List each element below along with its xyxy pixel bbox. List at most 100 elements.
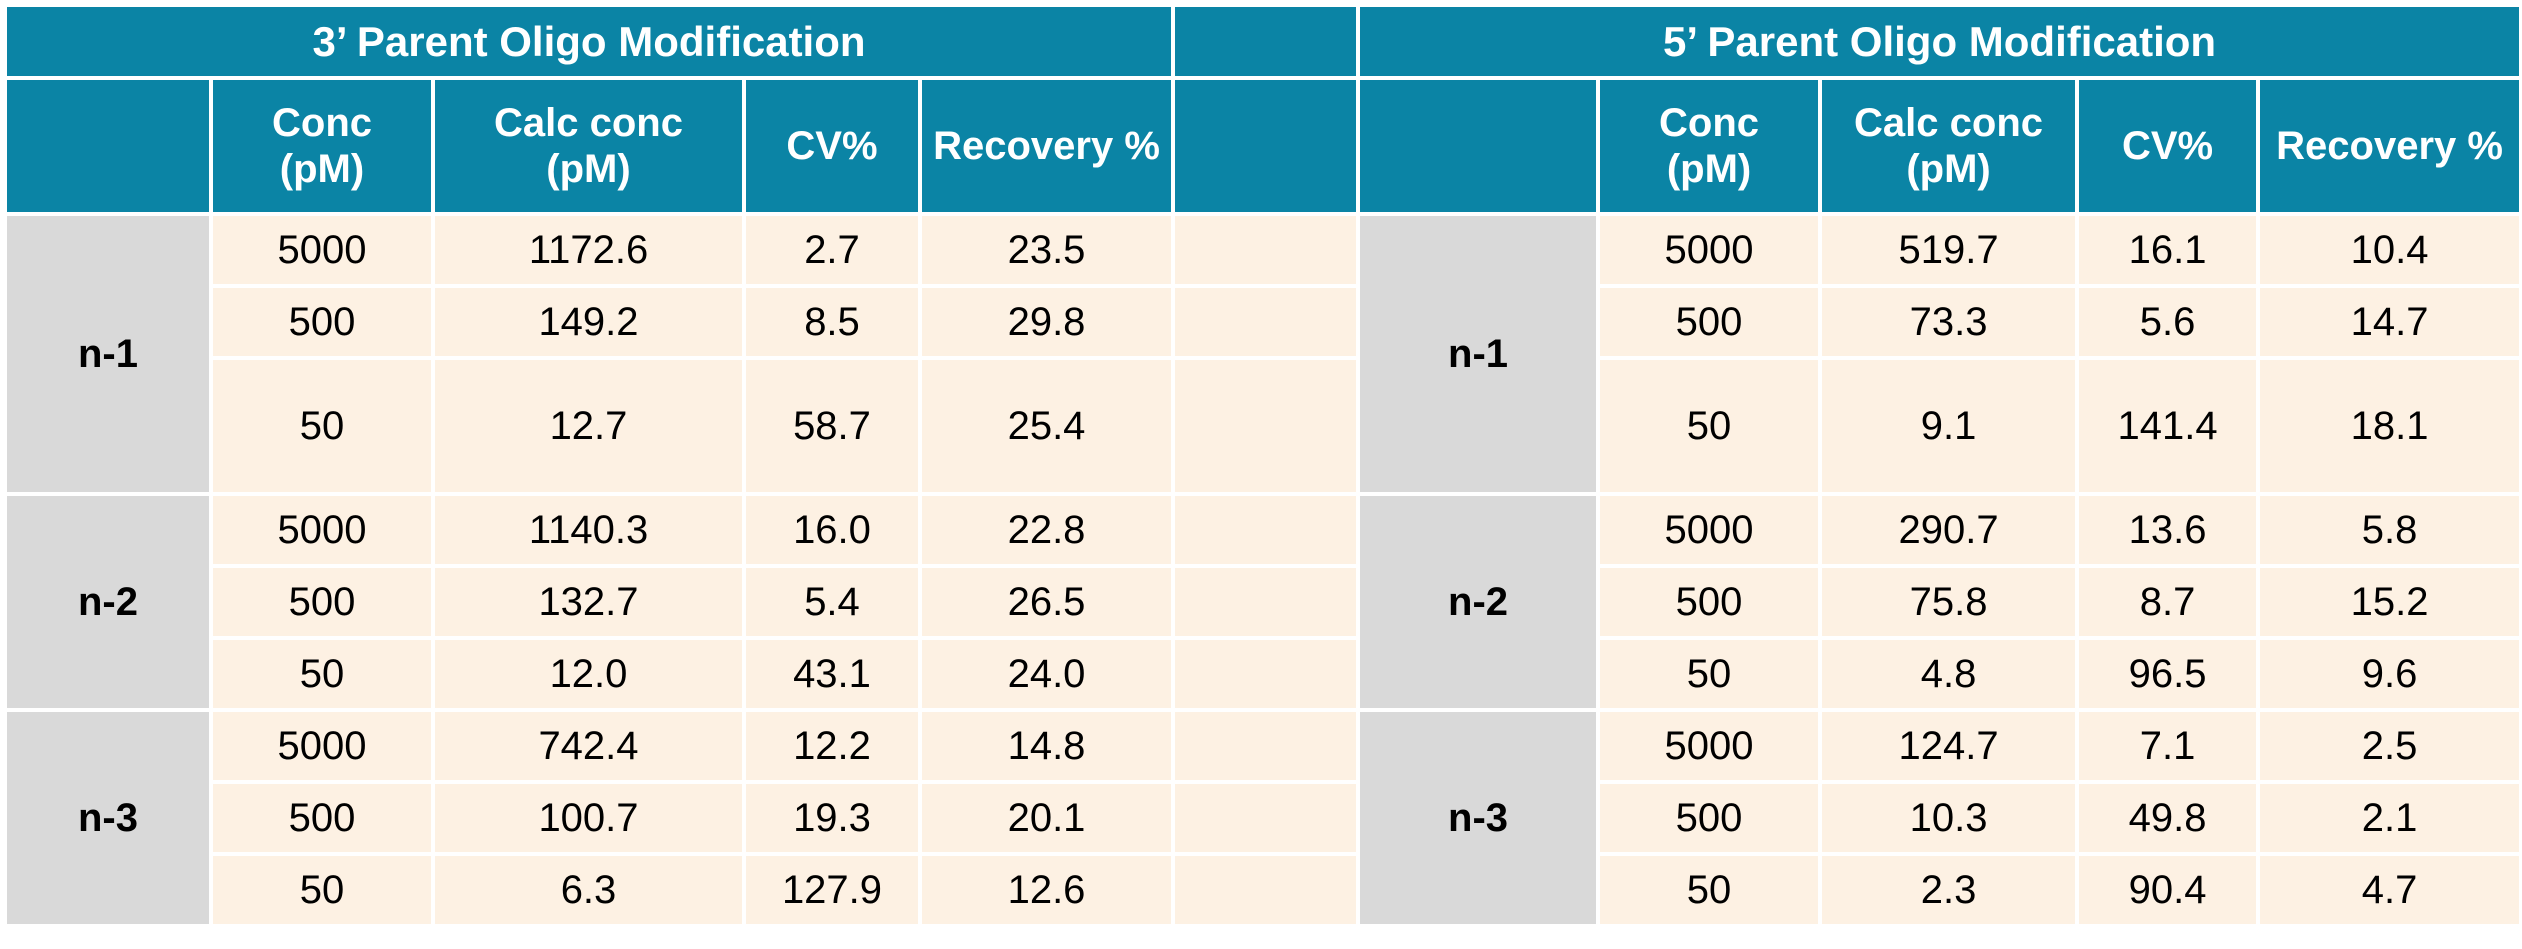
left-cv-cell: 16.0 — [742, 492, 922, 568]
right-conc-cell: 50 — [1596, 636, 1823, 712]
left-calc-conc-cell: 1140.3 — [431, 492, 746, 568]
table-row: 50 12.7 58.7 25.4 50 9.1 141.4 18.1 — [5, 356, 2522, 496]
right-conc-cell: 500 — [1596, 780, 1823, 856]
left-conc-cell: 500 — [209, 284, 435, 360]
gap-header — [1171, 3, 1361, 80]
right-conc-cell: 50 — [1596, 356, 1823, 496]
left-conc-cell: 5000 — [209, 212, 435, 288]
right-cv-cell: 8.7 — [2075, 564, 2261, 640]
left-group-label: n-3 — [3, 708, 213, 928]
table-row: 500 132.7 5.4 26.5 500 75.8 8.7 15.2 — [5, 564, 2522, 640]
right-cv-cell: 5.6 — [2075, 284, 2261, 360]
table-row: n-1 5000 1172.6 2.7 23.5 n-1 5000 519.7 16.1 10.4 — [3, 212, 2522, 496]
left-recovery-cell: 24.0 — [917, 636, 1176, 712]
right-recovery-cell: 9.6 — [2256, 636, 2522, 712]
right-recovery-cell: 2.1 — [2256, 780, 2522, 856]
right-calc-conc-cell: 519.7 — [1818, 212, 2080, 288]
left-recovery-cell: 22.8 — [917, 492, 1176, 568]
left-recovery-header: Recovery % — [917, 76, 1176, 216]
left-cv-cell: 12.2 — [742, 708, 922, 784]
left-cv-cell: 43.1 — [742, 636, 922, 712]
right-conc-cell: 5000 — [1596, 708, 1823, 784]
left-conc-cell: 50 — [209, 356, 435, 496]
gap-cell — [1171, 284, 1361, 360]
right-recovery-cell: 10.4 — [2256, 212, 2522, 288]
left-recovery-cell: 26.5 — [917, 564, 1176, 640]
gap-cell — [1171, 852, 1361, 928]
right-calc-conc-header: Calc conc (pM) — [1818, 76, 2080, 216]
left-conc-cell: 500 — [209, 780, 435, 856]
left-conc-cell: 50 — [209, 636, 435, 712]
right-conc-cell: 5000 — [1596, 212, 1823, 288]
right-cv-cell: 49.8 — [2075, 780, 2261, 856]
right-group-label: n-3 — [1356, 708, 1601, 928]
left-group-label: n-1 — [3, 212, 213, 496]
right-group-label: n-2 — [1356, 492, 1601, 712]
left-cv-cell: 8.5 — [742, 284, 922, 360]
left-calc-conc-cell: 12.7 — [431, 356, 746, 496]
table-row: 50 6.3 127.9 12.6 50 2.3 90.4 4.7 — [5, 852, 2522, 928]
right-calc-conc-cell: 2.3 — [1818, 852, 2080, 928]
left-recovery-cell: 23.5 — [917, 212, 1176, 288]
left-calc-conc-cell: 100.7 — [431, 780, 746, 856]
left-label-header — [3, 76, 213, 216]
right-cv-cell: 141.4 — [2075, 356, 2261, 496]
left-cv-cell: 5.4 — [742, 564, 922, 640]
left-calc-conc-cell: 6.3 — [431, 852, 746, 928]
right-calc-conc-cell: 124.7 — [1818, 708, 2080, 784]
gap-cell — [1171, 564, 1361, 640]
left-cv-cell: 127.9 — [742, 852, 922, 928]
gap-cell — [1171, 636, 1361, 712]
left-recovery-cell: 29.8 — [917, 284, 1176, 360]
right-cv-cell: 16.1 — [2075, 212, 2261, 288]
left-recovery-cell: 25.4 — [917, 356, 1176, 496]
right-recovery-cell: 4.7 — [2256, 852, 2522, 928]
left-calc-conc-cell: 132.7 — [431, 564, 746, 640]
right-recovery-cell: 18.1 — [2256, 356, 2522, 496]
table-row: 500 149.2 8.5 29.8 500 73.3 5.6 14.7 — [5, 284, 2522, 360]
left-cv-cell: 19.3 — [742, 780, 922, 856]
right-calc-conc-cell: 75.8 — [1818, 564, 2080, 640]
left-group-label: n-2 — [3, 492, 213, 712]
gap-cell — [1171, 780, 1361, 856]
right-recovery-header: Recovery % — [2256, 76, 2522, 216]
right-recovery-cell: 5.8 — [2256, 492, 2522, 568]
right-calc-conc-cell: 290.7 — [1818, 492, 2080, 568]
left-recovery-cell: 20.1 — [917, 780, 1176, 856]
left-conc-cell: 5000 — [209, 708, 435, 784]
right-label-header — [1356, 76, 1601, 216]
oligo-modification-table: 3’ Parent Oligo Modification 5’ Parent O… — [2, 3, 2522, 928]
left-cv-cell: 2.7 — [742, 212, 922, 288]
right-table-title: 5’ Parent Oligo Modification — [1356, 3, 2522, 80]
left-cv-cell: 58.7 — [742, 356, 922, 496]
left-conc-cell: 500 — [209, 564, 435, 640]
table-row: n-3 5000 742.4 12.2 14.8 n-3 5000 124.7 7.1 2.5 — [3, 708, 2522, 928]
left-calc-conc-cell: 12.0 — [431, 636, 746, 712]
right-cv-cell: 13.6 — [2075, 492, 2261, 568]
table-row: 500 100.7 19.3 20.1 500 10.3 49.8 2.1 — [5, 780, 2522, 856]
right-cv-cell: 7.1 — [2075, 708, 2261, 784]
left-calc-conc-header: Calc conc (pM) — [431, 76, 746, 216]
right-conc-cell: 500 — [1596, 564, 1823, 640]
right-recovery-cell: 2.5 — [2256, 708, 2522, 784]
gap-header — [1171, 76, 1361, 216]
right-conc-cell: 5000 — [1596, 492, 1823, 568]
right-cv-header: CV% — [2075, 76, 2261, 216]
right-conc-cell: 50 — [1596, 852, 1823, 928]
left-recovery-cell: 12.6 — [917, 852, 1176, 928]
left-table-title: 3’ Parent Oligo Modification — [2, 3, 1176, 80]
left-conc-cell: 5000 — [209, 492, 435, 568]
left-conc-cell: 50 — [209, 852, 435, 928]
right-calc-conc-cell: 73.3 — [1818, 284, 2080, 360]
right-calc-conc-cell: 9.1 — [1818, 356, 2080, 496]
gap-cell — [1171, 212, 1361, 288]
table-row: 50 12.0 43.1 24.0 50 4.8 96.5 9.6 — [5, 636, 2522, 712]
gap-cell — [1171, 356, 1361, 496]
table-row: n-2 5000 1140.3 16.0 22.8 n-2 5000 290.7 13.6 5.8 — [3, 492, 2522, 712]
left-calc-conc-cell: 742.4 — [431, 708, 746, 784]
gap-cell — [1171, 708, 1361, 784]
right-conc-header: Conc (pM) — [1596, 76, 1823, 216]
right-calc-conc-cell: 4.8 — [1818, 636, 2080, 712]
right-cv-cell: 90.4 — [2075, 852, 2261, 928]
right-recovery-cell: 15.2 — [2256, 564, 2522, 640]
